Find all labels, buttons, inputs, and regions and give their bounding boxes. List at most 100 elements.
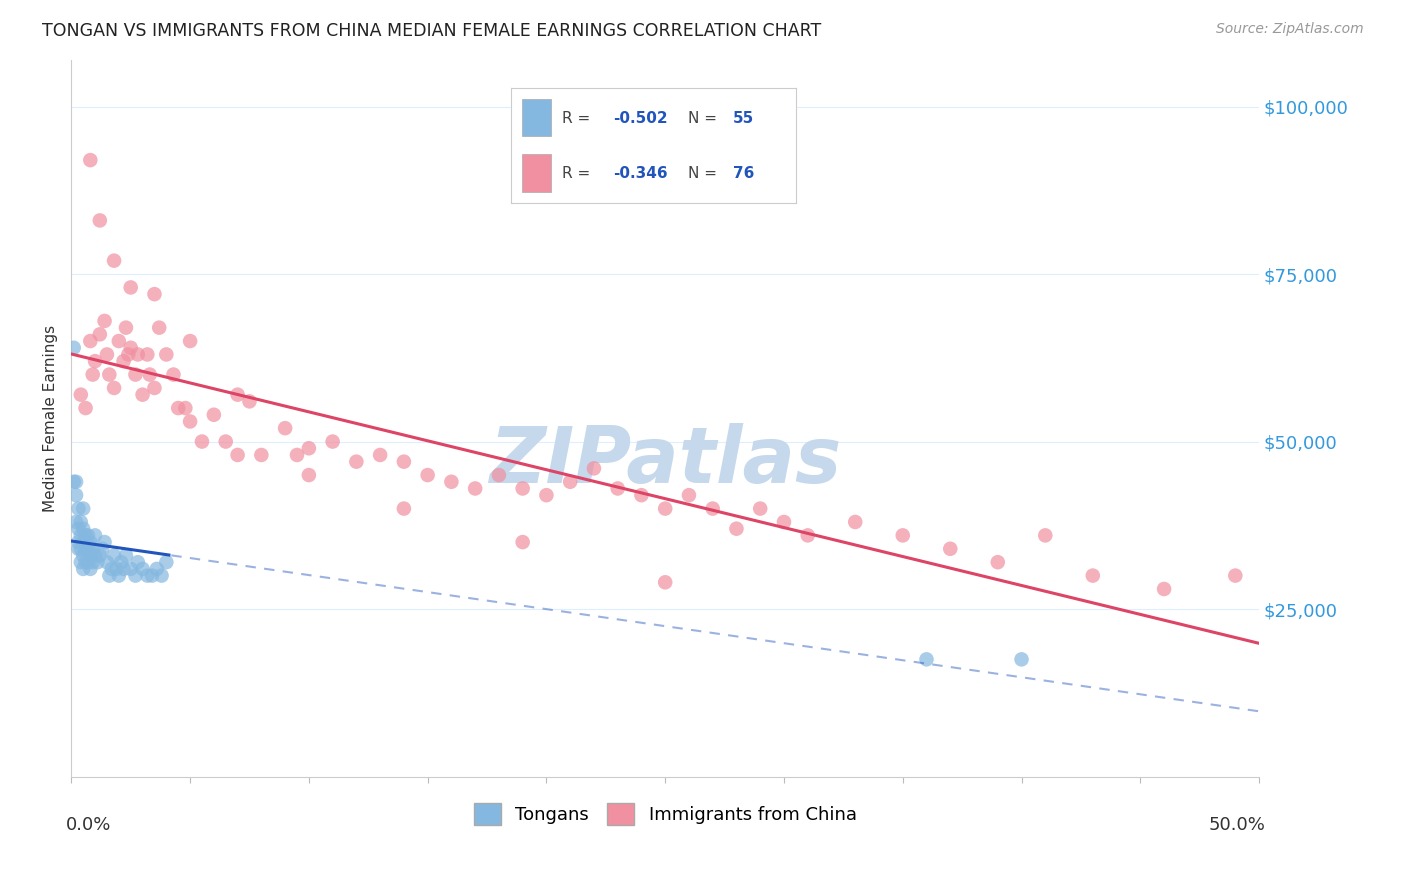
Point	[440, 475, 463, 489]
Point	[136, 347, 159, 361]
Point	[141, 568, 163, 582]
Point	[98, 368, 121, 382]
Point	[120, 562, 142, 576]
Point	[131, 387, 153, 401]
Point	[72, 535, 94, 549]
Point	[72, 562, 94, 576]
Point	[75, 555, 97, 569]
Point	[79, 153, 101, 168]
Point	[84, 549, 107, 563]
Point	[72, 522, 94, 536]
Point	[75, 541, 97, 556]
Point	[298, 442, 321, 456]
Point	[93, 314, 115, 328]
Point	[69, 541, 91, 556]
Y-axis label: Median Female Earnings: Median Female Earnings	[44, 325, 58, 512]
Text: 50.0%: 50.0%	[1208, 816, 1265, 834]
Point	[162, 368, 184, 382]
Point	[191, 434, 214, 449]
Point	[512, 535, 534, 549]
Point	[86, 555, 108, 569]
Point	[136, 568, 159, 582]
Point	[89, 213, 111, 227]
Point	[298, 468, 321, 483]
Point	[105, 562, 128, 576]
Point	[987, 555, 1010, 569]
Point	[939, 541, 962, 556]
Point	[560, 475, 582, 489]
Point	[416, 468, 439, 483]
Point	[654, 575, 676, 590]
Point	[238, 394, 260, 409]
Point	[103, 381, 125, 395]
Point	[1081, 568, 1104, 582]
Point	[143, 287, 166, 301]
Point	[148, 320, 170, 334]
Point	[75, 528, 97, 542]
Point	[112, 354, 135, 368]
Point	[69, 387, 91, 401]
Point	[108, 568, 131, 582]
Point	[79, 334, 101, 348]
Point	[536, 488, 558, 502]
Text: ZIPatlas: ZIPatlas	[489, 423, 841, 500]
Point	[82, 368, 104, 382]
Point	[120, 341, 142, 355]
Point	[124, 568, 146, 582]
Point	[606, 482, 628, 496]
Point	[146, 562, 169, 576]
Point	[392, 501, 415, 516]
Point	[202, 408, 225, 422]
Point	[512, 482, 534, 496]
Point	[96, 347, 118, 361]
Point	[143, 381, 166, 395]
Point	[368, 448, 391, 462]
Point	[131, 562, 153, 576]
Point	[79, 549, 101, 563]
Point	[84, 354, 107, 368]
Point	[69, 528, 91, 542]
Text: 0.0%: 0.0%	[65, 816, 111, 834]
Point	[67, 522, 90, 536]
Point	[67, 541, 90, 556]
Point	[274, 421, 297, 435]
Point	[749, 501, 772, 516]
Point	[62, 341, 84, 355]
Point	[179, 414, 201, 428]
Point	[96, 555, 118, 569]
Point	[1011, 652, 1033, 666]
Point	[702, 501, 724, 516]
Point	[120, 280, 142, 294]
Point	[98, 568, 121, 582]
Point	[103, 549, 125, 563]
Text: TONGAN VS IMMIGRANTS FROM CHINA MEDIAN FEMALE EARNINGS CORRELATION CHART: TONGAN VS IMMIGRANTS FROM CHINA MEDIAN F…	[42, 22, 821, 40]
Point	[89, 549, 111, 563]
Point	[108, 334, 131, 348]
Point	[67, 535, 90, 549]
Point	[392, 455, 415, 469]
Point	[110, 555, 132, 569]
Point	[77, 528, 100, 542]
Legend: Tongans, Immigrants from China: Tongans, Immigrants from China	[467, 796, 863, 832]
Point	[150, 568, 173, 582]
Point	[138, 368, 160, 382]
Point	[82, 555, 104, 569]
Point	[127, 555, 149, 569]
Point	[100, 562, 122, 576]
Point	[174, 401, 197, 415]
Point	[127, 347, 149, 361]
Point	[179, 334, 201, 348]
Point	[62, 475, 84, 489]
Point	[77, 541, 100, 556]
Point	[1033, 528, 1056, 542]
Point	[69, 515, 91, 529]
Point	[155, 555, 177, 569]
Point	[344, 455, 367, 469]
Point	[155, 347, 177, 361]
Point	[796, 528, 818, 542]
Point	[226, 387, 249, 401]
Point	[65, 475, 87, 489]
Point	[464, 482, 486, 496]
Point	[250, 448, 273, 462]
Point	[93, 535, 115, 549]
